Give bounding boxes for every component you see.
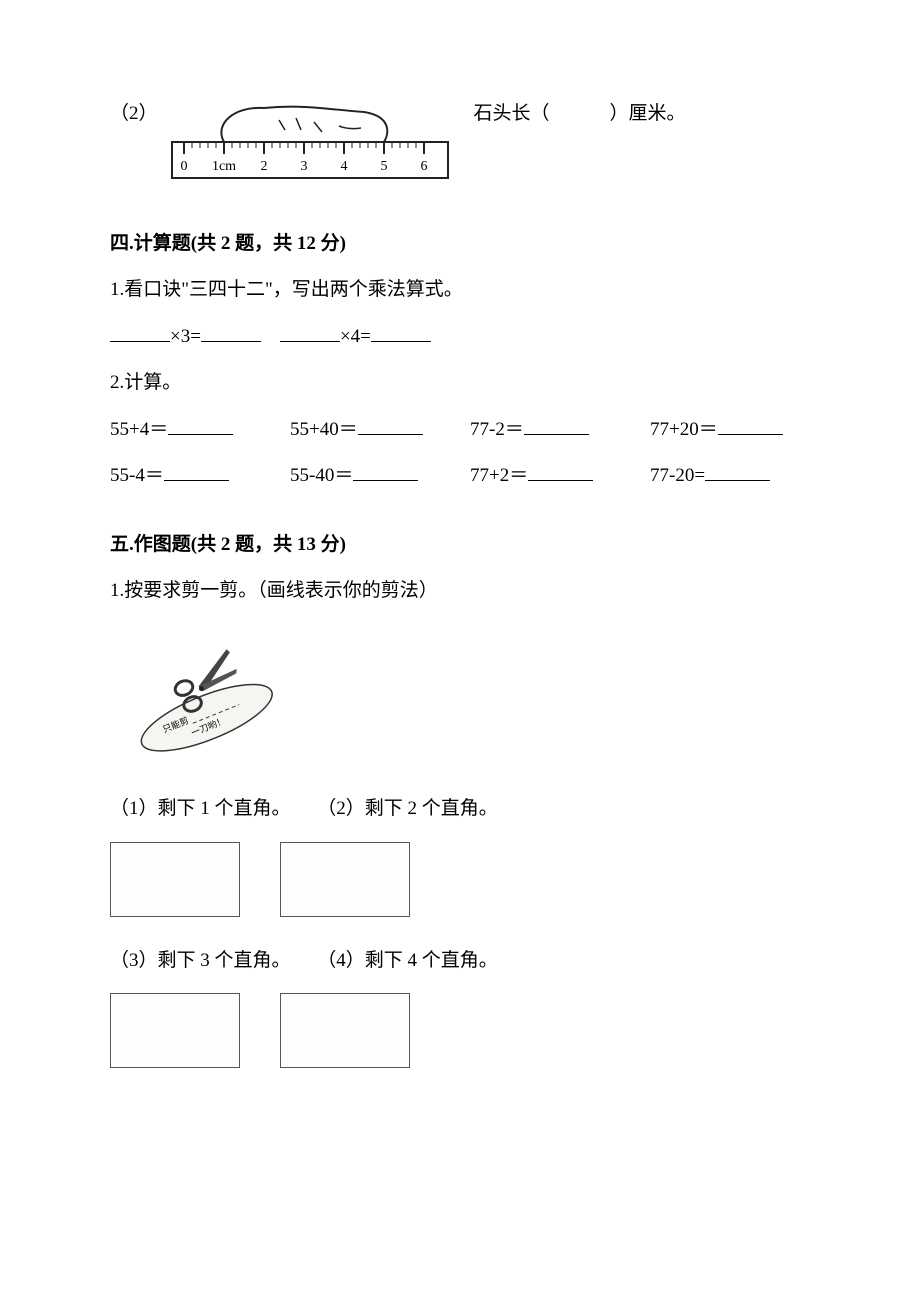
calc-blank: [524, 416, 589, 435]
calc-cell: 77-20=: [650, 462, 810, 491]
calc-blank: [358, 416, 423, 435]
s5-sub-3: （3）剩下 3 个直角。: [110, 947, 291, 976]
calc-blank: [718, 416, 783, 435]
s4-q1-blank1: [110, 323, 170, 342]
s4-q1-blank3: [280, 323, 340, 342]
calc-blank: [705, 462, 770, 481]
calc-expr: 55-4＝: [110, 465, 164, 486]
s4-q2-grid: 55+4＝ 55+40＝ 77-2＝ 77+20＝ 55-4＝ 55-40＝ 7…: [110, 416, 810, 491]
calc-blank: [353, 462, 418, 481]
answer-rect: [110, 842, 240, 917]
scissors-figure: 只能剪一刀哟！: [110, 626, 810, 766]
q2-text-before-blank: 石头长（: [474, 103, 550, 124]
calc-expr: 77-20=: [650, 465, 705, 486]
s4-q1-exprs: ×3= ×4=: [110, 323, 810, 352]
calc-expr: 77+2＝: [470, 465, 528, 486]
calc-expr: 55-40＝: [290, 465, 353, 486]
s5-sub-row-2: （3）剩下 3 个直角。 （4）剩下 4 个直角。: [110, 947, 810, 976]
calc-blank: [164, 462, 229, 481]
section-4-title: 四.计算题(共 2 题，共 12 分): [110, 230, 810, 259]
q2-label: （2）: [110, 100, 158, 129]
calc-cell: 55+4＝: [110, 416, 270, 445]
calc-cell: 55-4＝: [110, 462, 270, 491]
s5-sub-2: （2）剩下 2 个直角。: [317, 795, 498, 824]
calc-blank: [168, 416, 233, 435]
s5-q1-text: 1.按要求剪一剪。（画线表示你的剪法）: [110, 577, 810, 606]
s4-q1-blank4: [371, 323, 431, 342]
svg-text:5: 5: [380, 159, 387, 174]
s4-q1-blank2: [201, 323, 261, 342]
svg-text:6: 6: [420, 159, 427, 174]
s4-q1-text: 1.看口诀"三四十二"，写出两个乘法算式。: [110, 276, 810, 305]
calc-cell: 55-40＝: [290, 462, 450, 491]
svg-text:0: 0: [180, 159, 187, 174]
s4-q2-text: 2.计算。: [110, 369, 810, 398]
svg-text:4: 4: [340, 159, 347, 174]
svg-text:2: 2: [260, 159, 267, 174]
answer-rect: [280, 842, 410, 917]
svg-text:1cm: 1cm: [211, 159, 235, 174]
rects-row-2: [110, 993, 810, 1068]
calc-expr: 55+40＝: [290, 419, 358, 440]
question-2-row: （2） 0 1cm 2 3 4 5 6 石头长（ ）厘米。: [110, 100, 810, 190]
calc-expr: 77-2＝: [470, 419, 524, 440]
q2-after-text: 石头长（ ）厘米。: [474, 100, 686, 129]
ruler-svg: 0 1cm 2 3 4 5 6: [170, 100, 450, 180]
scissors-svg: 只能剪一刀哟！: [110, 626, 310, 756]
calc-cell: 55+40＝: [290, 416, 450, 445]
s4-q1-op2: ×4=: [340, 326, 371, 347]
s5-sub-row-1: （1）剩下 1 个直角。 （2）剩下 2 个直角。: [110, 795, 810, 824]
calc-expr: 77+20＝: [650, 419, 718, 440]
svg-text:3: 3: [300, 159, 307, 174]
calc-blank: [528, 462, 593, 481]
answer-rect: [280, 993, 410, 1068]
section-5-title: 五.作图题(共 2 题，共 13 分): [110, 531, 810, 560]
ruler-figure: 0 1cm 2 3 4 5 6: [170, 100, 450, 190]
calc-cell: 77+20＝: [650, 416, 810, 445]
calc-cell: 77+2＝: [470, 462, 630, 491]
s4-q1-op1: ×3=: [170, 326, 201, 347]
answer-rect: [110, 993, 240, 1068]
calc-cell: 77-2＝: [470, 416, 630, 445]
rects-row-1: [110, 842, 810, 917]
calc-expr: 55+4＝: [110, 419, 168, 440]
s5-sub-1: （1）剩下 1 个直角。: [110, 795, 291, 824]
s5-sub-4: （4）剩下 4 个直角。: [317, 947, 498, 976]
q2-text-after-blank: ）厘米。: [610, 103, 686, 124]
